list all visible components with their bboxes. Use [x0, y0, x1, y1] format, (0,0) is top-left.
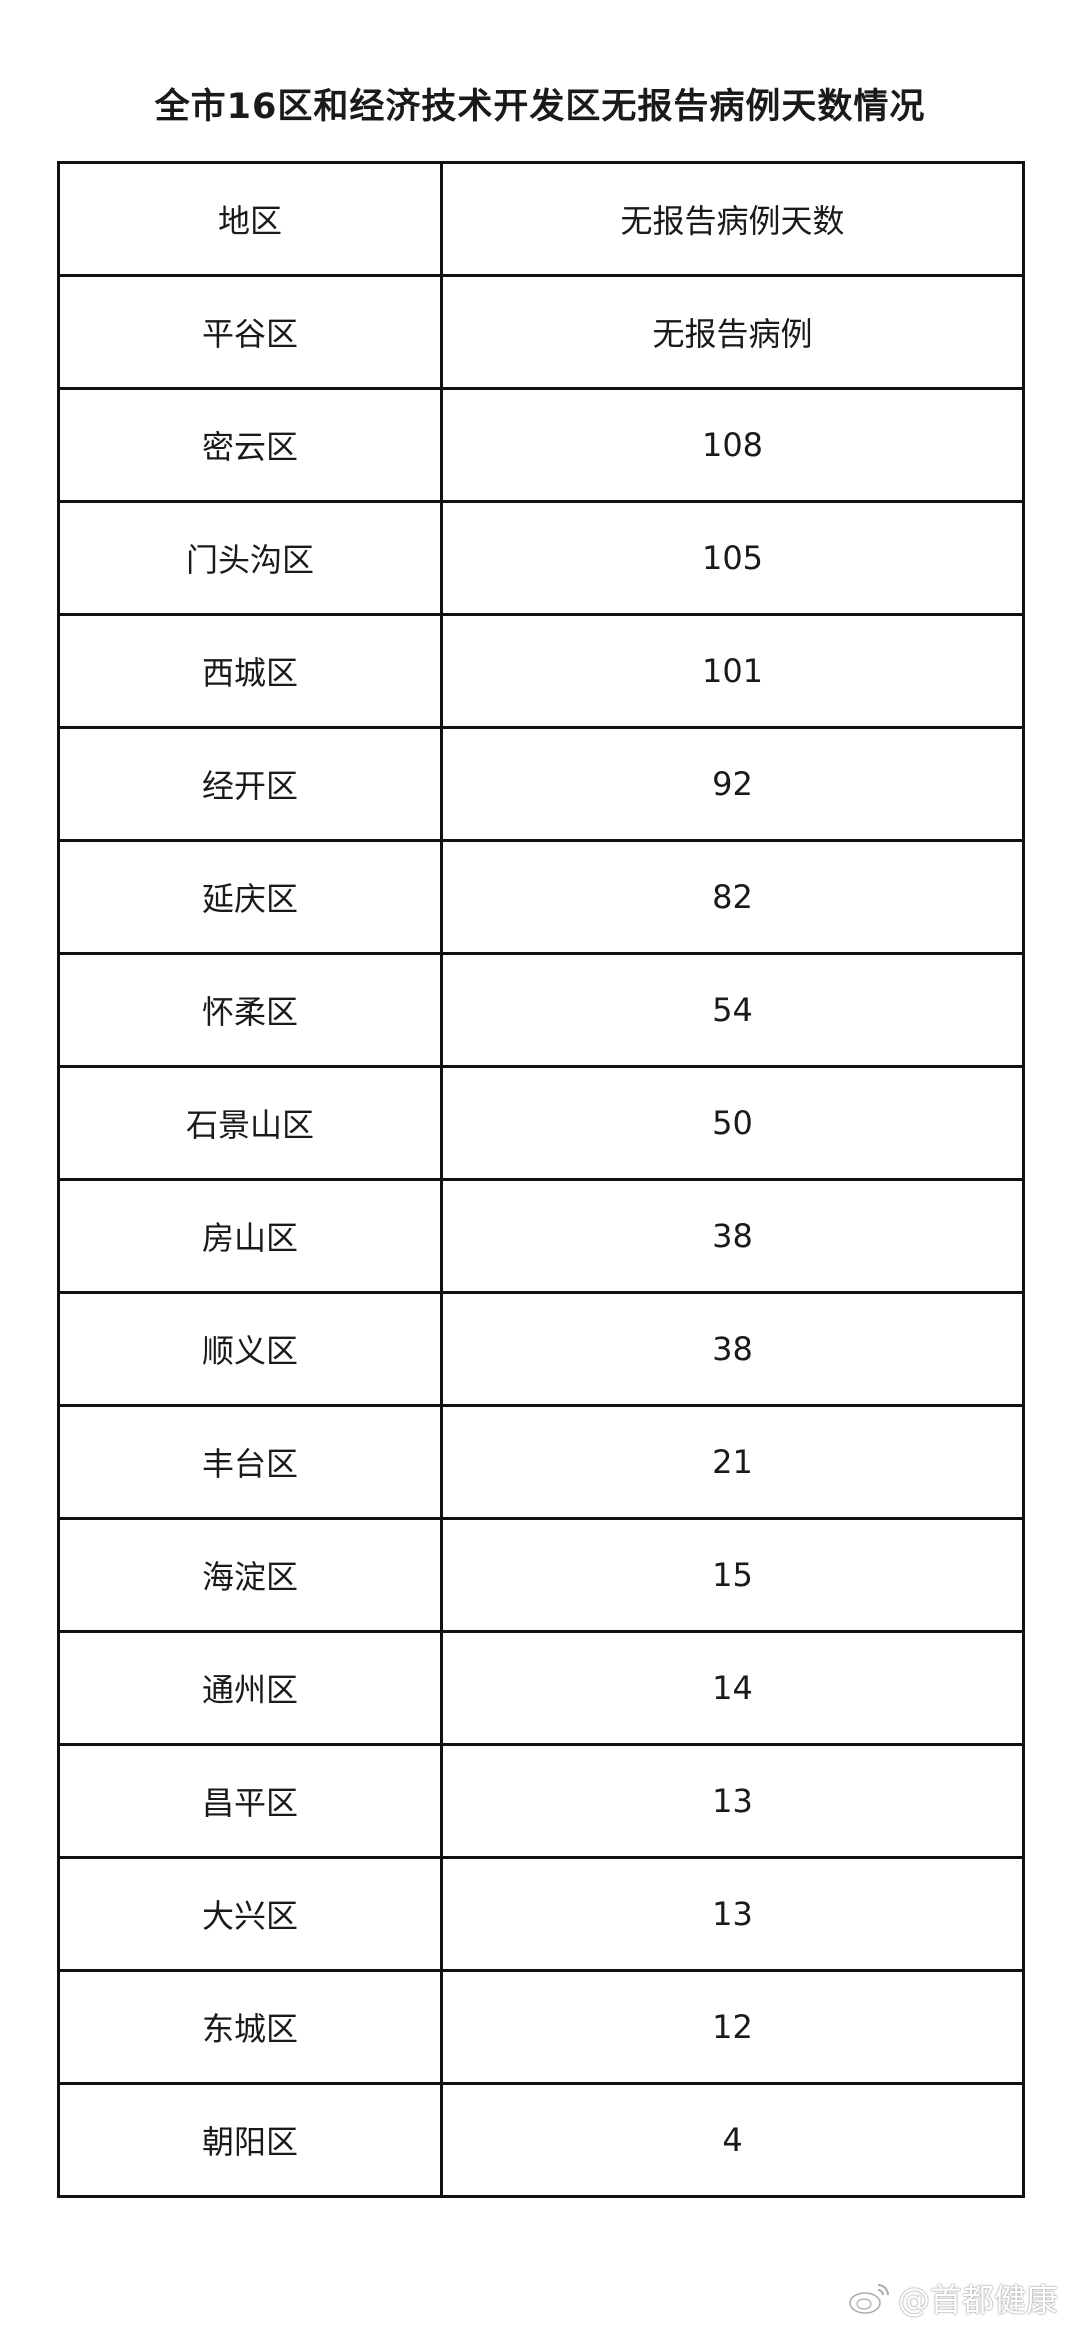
table-row: 丰台区 21: [57, 1404, 1025, 1520]
cell-region: 大兴区: [57, 1856, 443, 1972]
table-row: 房山区 38: [57, 1178, 1025, 1294]
cell-region: 西城区: [57, 613, 443, 729]
table-row: 昌平区 13: [57, 1743, 1025, 1859]
cell-days: 54: [440, 952, 1025, 1068]
cell-region: 顺义区: [57, 1291, 443, 1407]
cell-days: 82: [440, 839, 1025, 955]
cell-region: 丰台区: [57, 1404, 443, 1520]
table-header-row: 地区 无报告病例天数: [57, 161, 1025, 277]
table-row: 西城区 101: [57, 613, 1025, 729]
header-days: 无报告病例天数: [440, 161, 1025, 277]
cell-region: 东城区: [57, 1969, 443, 2085]
cell-region: 平谷区: [57, 274, 443, 390]
cell-region: 密云区: [57, 387, 443, 503]
no-case-days-table: 地区 无报告病例天数 平谷区 无报告病例 密云区 108 门头沟区 105 西城区 101 经开…: [57, 161, 1025, 2198]
cell-days: 无报告病例: [440, 274, 1025, 390]
table-row: 密云区 108: [57, 387, 1025, 503]
cell-region: 房山区: [57, 1178, 443, 1294]
table-row: 经开区 92: [57, 726, 1025, 842]
table-row: 大兴区 13: [57, 1856, 1025, 1972]
cell-days: 13: [440, 1856, 1025, 1972]
header-region: 地区: [57, 161, 443, 277]
cell-region: 石景山区: [57, 1065, 443, 1181]
cell-days: 38: [440, 1178, 1025, 1294]
cell-region: 延庆区: [57, 839, 443, 955]
table-row: 海淀区 15: [57, 1517, 1025, 1633]
cell-days: 12: [440, 1969, 1025, 2085]
cell-days: 13: [440, 1743, 1025, 1859]
cell-region: 朝阳区: [57, 2082, 443, 2198]
table-row: 东城区 12: [57, 1969, 1025, 2085]
table-row: 门头沟区 105: [57, 500, 1025, 616]
cell-days: 108: [440, 387, 1025, 503]
cell-days: 92: [440, 726, 1025, 842]
cell-days: 14: [440, 1630, 1025, 1746]
table-row: 通州区 14: [57, 1630, 1025, 1746]
table-row: 延庆区 82: [57, 839, 1025, 955]
cell-region: 昌平区: [57, 1743, 443, 1859]
table-row: 石景山区 50: [57, 1065, 1025, 1181]
cell-region: 怀柔区: [57, 952, 443, 1068]
table-row: 朝阳区 4: [57, 2082, 1025, 2198]
page-title: 全市16区和经济技术开发区无报告病例天数情况: [154, 87, 926, 127]
cell-days: 21: [440, 1404, 1025, 1520]
table-row: 顺义区 38: [57, 1291, 1025, 1407]
cell-region: 门头沟区: [57, 500, 443, 616]
cell-region: 海淀区: [57, 1517, 443, 1633]
cell-days: 4: [440, 2082, 1025, 2198]
cell-days: 15: [440, 1517, 1025, 1633]
cell-days: 50: [440, 1065, 1025, 1181]
cell-region: 经开区: [57, 726, 443, 842]
weibo-icon: [849, 2284, 889, 2314]
watermark-text: @首都健康: [897, 2281, 1058, 2319]
cell-region: 通州区: [57, 1630, 443, 1746]
cell-days: 101: [440, 613, 1025, 729]
cell-days: 105: [440, 500, 1025, 616]
cell-days: 38: [440, 1291, 1025, 1407]
watermark: @首都健康: [848, 2275, 1058, 2321]
table-row: 怀柔区 54: [57, 952, 1025, 1068]
table-row: 平谷区 无报告病例: [57, 274, 1025, 390]
